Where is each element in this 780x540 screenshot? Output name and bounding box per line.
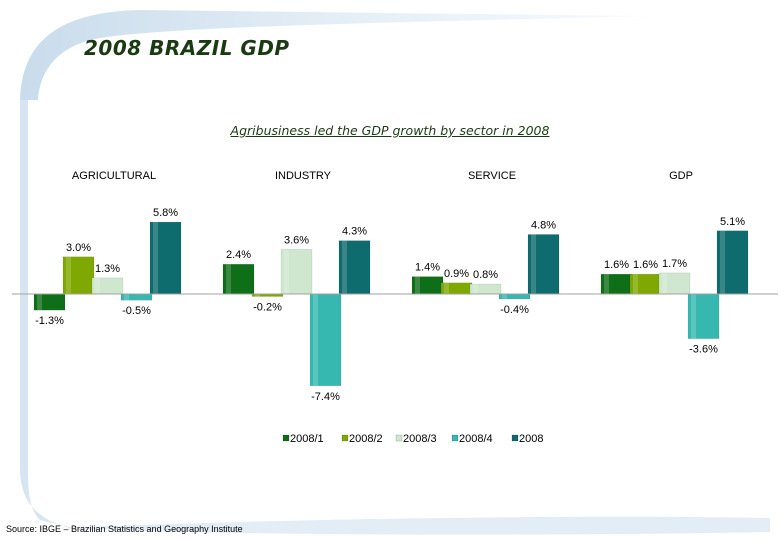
value-label-industry-2008: 4.3%: [342, 226, 367, 238]
bar-industry-2008-3: [280, 249, 313, 295]
value-label-agricultural-2008-1: -1.3%: [35, 315, 64, 327]
legend-label-2008-3: 2008/3: [403, 433, 437, 445]
bar-highlight: [124, 294, 129, 301]
legend-label-2008-4: 2008/4: [459, 433, 493, 445]
value-label-service-2008-2: 0.9%: [444, 268, 469, 280]
value-label-agricultural-2008-4: -0.5%: [122, 305, 151, 317]
value-label-gdp-2008: 5.1%: [720, 216, 745, 228]
bar-highlight: [255, 294, 260, 297]
bar-marks: [33, 221, 749, 387]
bar-highlight: [604, 274, 609, 294]
legend-swatch-2008-3: [395, 434, 403, 442]
legend-label-2008-1: 2008/1: [290, 433, 324, 445]
category-label-service: SERVICE: [468, 170, 516, 182]
category-labels: AGRICULTURAL INDUSTRY SERVICE GDP: [72, 170, 693, 182]
category-label-agricultural: AGRICULTURAL: [72, 170, 156, 182]
left-swoosh: [20, 100, 90, 532]
bar-industry-2008-4: [309, 293, 342, 387]
chart-title: Agribusiness led the GDP growth by secto…: [230, 123, 550, 138]
value-label-industry-2008-4: -7.4%: [311, 391, 340, 403]
category-label-industry: INDUSTRY: [275, 170, 332, 182]
bar-gdp-2008-4: [687, 293, 720, 339]
bar-highlight: [342, 240, 347, 294]
legend-label-2008-2: 2008/2: [349, 433, 383, 445]
bar-highlight: [313, 294, 318, 386]
value-label-gdp-2008-1: 1.6%: [604, 259, 629, 271]
value-labels: -1.3% 2.4% 1.4% 1.6% 3.0% -0.2% 0.9% 1.6% 1.3% 3.…: [35, 207, 745, 403]
bar-highlight: [95, 277, 100, 294]
bar-highlight: [37, 294, 42, 311]
value-label-agricultural-2008-3: 1.3%: [95, 263, 120, 275]
legend-swatch-2008-2: [341, 434, 349, 442]
value-label-service-2008-4: -0.4%: [500, 304, 529, 316]
bar-highlight: [153, 222, 158, 294]
bar-highlight: [502, 294, 507, 299]
value-label-industry-2008-3: 3.6%: [284, 234, 309, 246]
bar-highlight: [531, 234, 536, 294]
value-label-gdp-2008-3: 1.7%: [662, 258, 687, 270]
value-label-gdp-2008-4: -3.6%: [689, 344, 718, 356]
legend-swatch-2008-4: [451, 434, 459, 442]
category-label-gdp: GDP: [669, 170, 693, 182]
top-swoosh: [20, 10, 650, 100]
bar-industry-2008-1: [222, 263, 255, 295]
legend-swatch-2008-1: [282, 434, 290, 442]
value-label-service-2008: 4.8%: [531, 219, 556, 231]
value-label-industry-2008-1: 2.4%: [226, 249, 251, 261]
bar-agricultural-2008: [149, 221, 182, 295]
bar-highlight: [662, 272, 667, 294]
value-label-industry-2008-2: -0.2%: [253, 301, 282, 313]
bottom-swoosh: [60, 516, 770, 535]
bar-highlight: [691, 294, 696, 339]
value-label-service-2008-3: 0.8%: [473, 269, 498, 281]
bar-highlight: [284, 249, 289, 294]
bar-highlight: [66, 256, 71, 294]
bar-highlight: [415, 276, 420, 294]
bar-highlight: [226, 264, 231, 294]
bar-gdp-2008: [716, 230, 749, 295]
bar-highlight: [720, 230, 725, 294]
legend: 2008/1 2008/2 2008/3 2008/4 2008: [282, 433, 543, 445]
bar-industry-2008: [338, 240, 371, 295]
legend-label-2008: 2008: [519, 433, 543, 445]
legend-swatch-2008: [511, 434, 519, 442]
bar-highlight: [633, 274, 638, 294]
value-label-service-2008-1: 1.4%: [415, 262, 440, 274]
page-title: 2008 BRAZIL GDP: [84, 36, 290, 60]
bar-highlight: [473, 284, 478, 294]
source-note: Source: IBGE – Brazilian Statistics and …: [6, 524, 243, 534]
value-label-agricultural-2008-2: 3.0%: [66, 242, 91, 254]
bar-highlight: [444, 282, 449, 294]
value-label-agricultural-2008: 5.8%: [153, 207, 178, 219]
value-label-gdp-2008-2: 1.6%: [633, 259, 658, 271]
